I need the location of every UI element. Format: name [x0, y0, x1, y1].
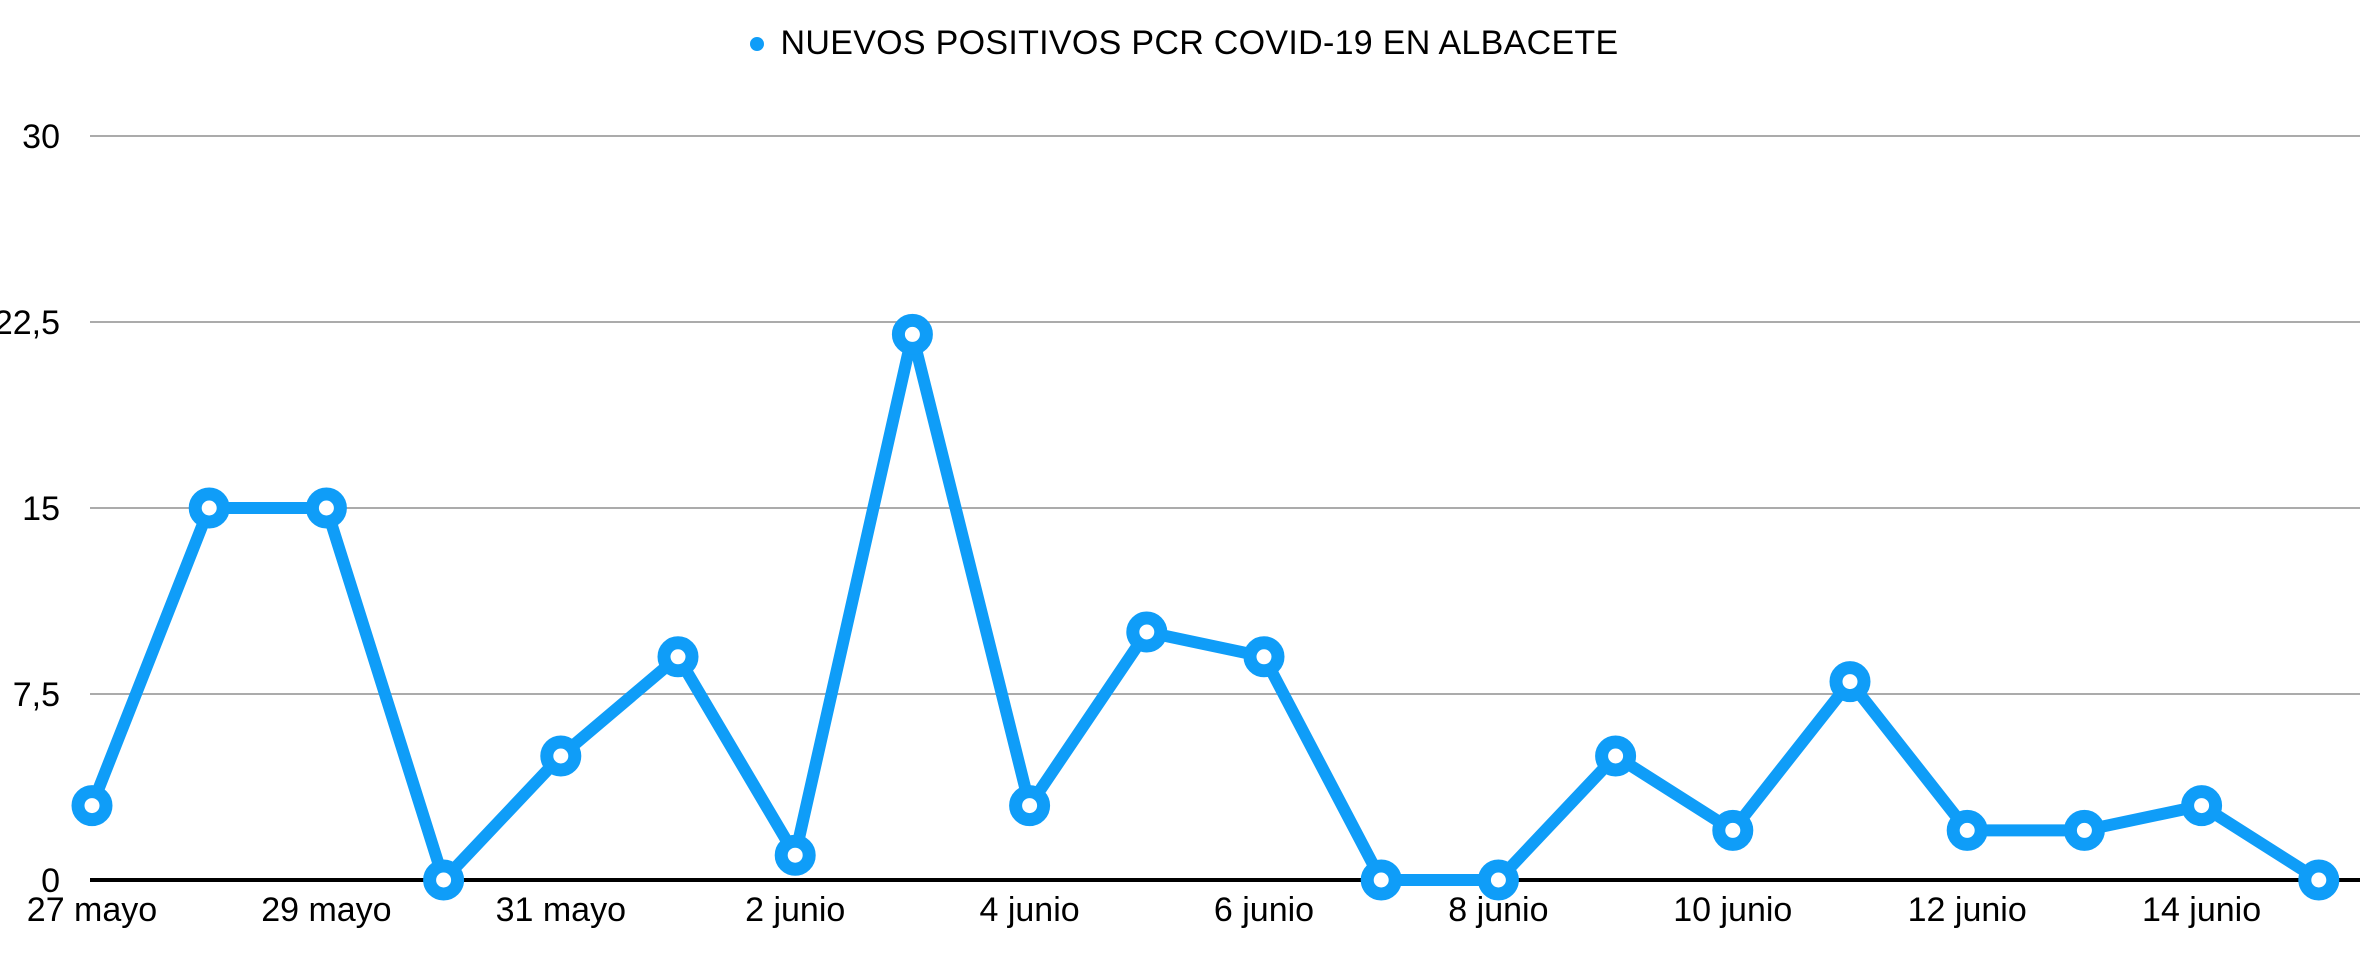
- x-tick-label: 29 mayo: [261, 891, 391, 929]
- x-tick-label: 27 mayo: [27, 891, 157, 929]
- data-point-marker: [1477, 859, 1519, 901]
- x-tick-label: 31 mayo: [496, 891, 626, 929]
- data-point-marker: [1595, 735, 1637, 777]
- legend-open-circle-icon: [749, 36, 764, 51]
- data-point-marker: [1712, 809, 1754, 851]
- data-point-marker: [1009, 785, 1051, 827]
- legend-label: NUEVOS POSITIVOS PCR COVID-19 EN ALBACET…: [780, 24, 1619, 62]
- legend: NUEVOS POSITIVOS PCR COVID-19 EN ALBACET…: [0, 24, 2368, 63]
- y-tick-label: 7,5: [13, 676, 60, 714]
- y-tick-label: 0: [41, 862, 60, 900]
- data-point-marker: [2298, 859, 2340, 901]
- data-point-marker: [2181, 785, 2223, 827]
- data-point-marker: [2063, 809, 2105, 851]
- data-point-marker: [774, 834, 816, 876]
- y-tick-label: 22,5: [0, 304, 60, 342]
- data-point-marker: [1243, 636, 1285, 678]
- data-point-marker: [1946, 809, 1988, 851]
- data-point-marker: [305, 487, 347, 529]
- data-point-marker: [188, 487, 230, 529]
- data-point-marker: [423, 859, 465, 901]
- series-line: [86, 328, 2325, 886]
- data-point-marker: [1360, 859, 1402, 901]
- x-tick-label: 2 junio: [745, 891, 845, 929]
- x-tick-label: 12 junio: [1908, 891, 2027, 929]
- y-tick-label: 15: [22, 490, 60, 528]
- data-point-marker: [71, 785, 113, 827]
- data-point-marker: [540, 735, 582, 777]
- x-tick-label: 4 junio: [979, 891, 1079, 929]
- x-tick-label: 14 junio: [2142, 891, 2261, 929]
- data-point-marker: [1829, 661, 1871, 703]
- data-point-marker: [657, 636, 699, 678]
- x-tick-label: 10 junio: [1673, 891, 1792, 929]
- data-point-marker: [1126, 611, 1168, 653]
- y-tick-label: 30: [22, 118, 60, 156]
- x-tick-label: 6 junio: [1214, 891, 1314, 929]
- data-point-marker: [891, 313, 933, 355]
